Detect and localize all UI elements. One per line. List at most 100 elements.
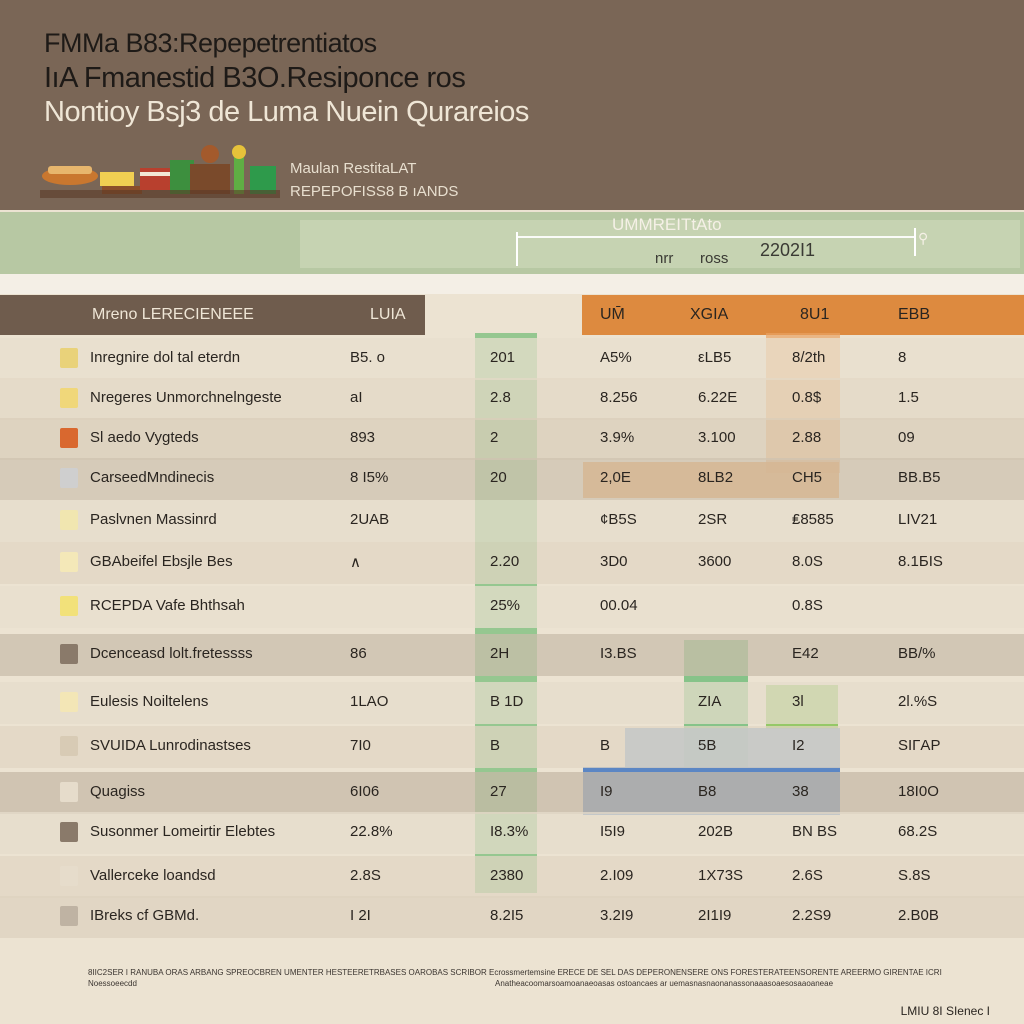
- row-label: Inregnire dol tal eterdn: [90, 349, 241, 366]
- row-label: IBreks cf GBMd.: [90, 907, 200, 924]
- table-cell: 8.2I5: [490, 907, 524, 924]
- row-icon: [60, 552, 78, 572]
- table-row[interactable]: [0, 500, 1024, 542]
- table-cell: 6.22E: [698, 389, 738, 406]
- table-cell: 00.04: [600, 597, 638, 614]
- row-label: GBAbeifel Ebsjle Bes: [90, 553, 233, 570]
- table-cell: B: [600, 737, 611, 754]
- table-cell: εLB5: [698, 349, 732, 366]
- table-cell: 6I06: [350, 783, 380, 800]
- spacer: [0, 274, 1024, 294]
- row-icon: [60, 906, 78, 926]
- row-icon: [60, 692, 78, 712]
- subtitle-line-1: Maulan RestitaLAT: [290, 160, 417, 177]
- table-cell: 2.8S: [350, 867, 381, 884]
- table-cell: 18I0O: [898, 783, 939, 800]
- table-cell: 86: [350, 645, 367, 662]
- table-row[interactable]: [0, 542, 1024, 584]
- column-header: UM̄: [600, 306, 625, 323]
- table-cell: 22.8%: [350, 823, 393, 840]
- row-icon: [60, 596, 78, 616]
- footer-note-3: Anatheacoomarsoamoanaeoasas ostoancaes a…: [495, 979, 834, 988]
- table-cell: S.8S: [898, 867, 931, 884]
- table-cell: 09: [898, 429, 915, 446]
- table-cell: 202B: [698, 823, 734, 840]
- filter-band-inner: [300, 220, 1020, 268]
- row-icon: [60, 644, 78, 664]
- table-cell: CH5: [792, 469, 823, 486]
- page-title: FMMa B83:Repepetrentiatos: [44, 28, 377, 58]
- table-cell: 0.8S: [792, 597, 823, 614]
- table-cell: 68.2S: [898, 823, 938, 840]
- table-row[interactable]: [0, 338, 1024, 380]
- table-cell: ZIA: [698, 693, 722, 710]
- table-cell: LIV21: [898, 511, 938, 528]
- table-cell: ₤8585: [792, 511, 834, 528]
- row-icon: [60, 510, 78, 530]
- table-cell: I3.BS: [600, 645, 637, 662]
- row-icon: [60, 822, 78, 842]
- table-cell: 2UAB: [350, 511, 390, 528]
- row-label: Nregeres Unmorchnelngeste: [90, 389, 282, 406]
- table-cell: 8.1БIS: [898, 553, 943, 570]
- band-label: UMMREITtAto: [612, 215, 722, 234]
- table-cell: 3.100: [698, 429, 736, 446]
- table-cell: 3l: [792, 693, 804, 710]
- table-cell: 2I1I9: [698, 907, 732, 924]
- table-cell: 2380: [490, 867, 524, 884]
- band-year: 2202I1: [760, 240, 816, 260]
- table-cell: B5. o: [350, 349, 386, 366]
- column-header: LUIA: [370, 306, 406, 323]
- table-row[interactable]: [0, 418, 1024, 460]
- table-cell: 3.9%: [600, 429, 635, 446]
- table-cell: SIΓAP: [898, 737, 941, 754]
- band-tick-right: [914, 228, 916, 256]
- row-icon: [60, 428, 78, 448]
- table-cell: 893: [350, 429, 376, 446]
- table-cell: BB.B5: [898, 469, 941, 486]
- row-label: Quagiss: [90, 783, 146, 800]
- credit-text: LMIU 8I SIenec I: [900, 1004, 990, 1018]
- table-row[interactable]: [0, 896, 1024, 938]
- table-row[interactable]: [0, 856, 1024, 898]
- table-cell: 2.88: [792, 429, 822, 446]
- row-label: Susonmer Lomeirtir Elebtes: [90, 823, 276, 840]
- row-icon: [60, 388, 78, 408]
- table-cell: 3D0: [600, 553, 628, 570]
- row-label: Vallerceke loandsd: [90, 867, 216, 884]
- table-cell: 2,0E: [600, 469, 631, 486]
- table-cell: 20: [490, 469, 507, 486]
- table-row[interactable]: [0, 586, 1024, 628]
- table-cell: A5%: [600, 349, 632, 366]
- table-cell: BB/%: [898, 645, 936, 662]
- table-cell: I8.3%: [490, 823, 529, 840]
- table-cell: 2: [490, 429, 499, 446]
- table-row[interactable]: [0, 772, 1024, 814]
- table-cell: 1.5: [898, 389, 919, 406]
- row-label: Dcenceasd lolt.fretessss: [90, 645, 253, 662]
- table-cell: 2.8: [490, 389, 511, 406]
- table-cell: I9: [600, 783, 613, 800]
- table-row[interactable]: [0, 634, 1024, 676]
- table-cell: I5I9: [600, 823, 626, 840]
- table-row[interactable]: [0, 378, 1024, 420]
- table-cell: ∧: [350, 554, 361, 571]
- table-cell: 8: [898, 349, 907, 366]
- food-illustration: [40, 145, 280, 198]
- row-label: Paslvnen Massinrd: [90, 511, 217, 528]
- table-cell: 2.B0B: [898, 907, 939, 924]
- table-cell: 2.I09: [600, 867, 634, 884]
- table-row[interactable]: [0, 682, 1024, 724]
- table-row[interactable]: [0, 812, 1024, 854]
- table-cell: B8: [698, 783, 717, 800]
- table-cell: aI: [350, 389, 363, 406]
- table-row[interactable]: [0, 726, 1024, 768]
- column-header: 8U1: [800, 306, 830, 323]
- band-left-text: nrr: [655, 250, 674, 267]
- header: FMMa B83:Repepetrentiatos IıA Fmanestid …: [0, 0, 1024, 210]
- table-header-right: [582, 295, 1024, 335]
- table-row[interactable]: [0, 458, 1024, 500]
- filter-band: [0, 212, 1024, 274]
- table-cell: I 2I: [350, 907, 371, 924]
- table-cell: 25%: [490, 597, 521, 614]
